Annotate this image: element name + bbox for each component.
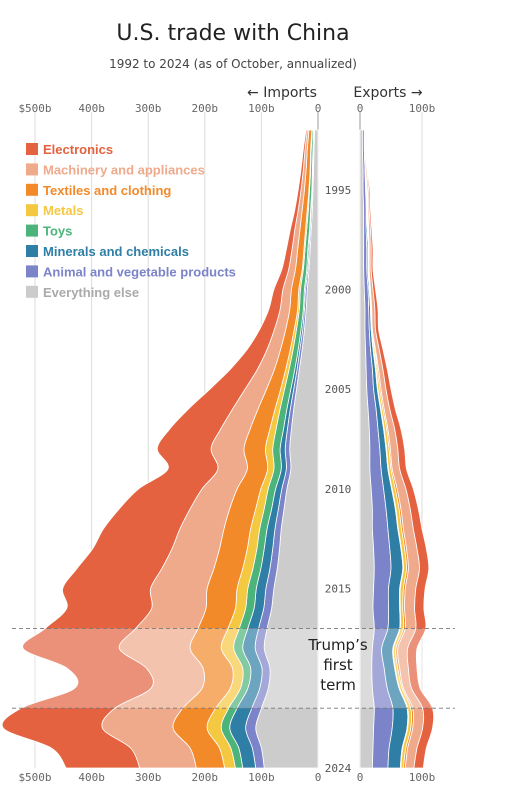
chart-subtitle: 1992 to 2024 (as of October, annualized) <box>109 57 357 71</box>
legend-label: Animal and vegetable products <box>43 264 236 279</box>
year-tick-label: 2000 <box>325 284 352 297</box>
legend-label: Everything else <box>43 285 139 300</box>
trump-term-annotation-line-1: Trump’s <box>307 636 368 654</box>
import-tick-label-bottom: $500b <box>18 771 51 784</box>
import-tick-label-top: 400b <box>78 102 105 115</box>
year-tick-label: 2010 <box>325 483 352 496</box>
import-tick-label-bottom: 0 <box>315 771 322 784</box>
imports-area-electronics <box>1 129 308 769</box>
export-tick-label-top: 100b <box>409 102 436 115</box>
legend-label: Electronics <box>43 142 113 157</box>
year-tick-label: 2005 <box>325 383 352 396</box>
year-label-bg <box>321 760 355 774</box>
legend-swatch <box>26 143 38 155</box>
import-tick-label-top: $500b <box>18 102 51 115</box>
import-tick-label-bottom: 400b <box>78 771 105 784</box>
legend-label: Machinery and appliances <box>43 162 205 177</box>
import-tick-label-bottom: 200b <box>192 771 219 784</box>
export-tick-label-bottom: 0 <box>357 771 364 784</box>
legend: Electronics Machinery and appliances Texti… <box>26 142 236 300</box>
year-tick-label: 2015 <box>325 583 352 596</box>
year-label-bg <box>321 580 355 595</box>
legend-label: Minerals and chemicals <box>43 244 189 259</box>
exports-direction-label: Exports → <box>353 85 423 101</box>
import-tick-label-top: 300b <box>135 102 162 115</box>
year-label-bg <box>321 281 355 296</box>
trump-term-annotation-line-2: first <box>323 656 352 674</box>
legend-label: Toys <box>43 224 72 239</box>
exports-area-electronics <box>365 129 435 769</box>
trump-term-band <box>0 628 455 709</box>
legend-swatch <box>26 265 38 278</box>
import-tick-label-bottom: 100b <box>248 771 275 784</box>
trump-term-annotation-line-3: term <box>320 676 356 694</box>
year-tick-label: 2024 <box>325 762 352 775</box>
year-label-bg <box>321 381 355 396</box>
export-tick-label-bottom: 100b <box>409 771 436 784</box>
legend-swatch <box>26 224 38 237</box>
year-label-bg <box>321 181 355 196</box>
import-tick-label-bottom: 300b <box>135 771 162 784</box>
imports-direction-label: ← Imports <box>247 85 317 101</box>
import-tick-label-top: 100b <box>248 102 275 115</box>
axes: $500b 400b 300b 200b 100b 0 0 100b $500b 400b 300b… <box>18 102 435 784</box>
export-tick-label-top: 0 <box>357 102 364 115</box>
legend-label: Textiles and clothing <box>43 183 171 198</box>
legend-swatch <box>26 245 38 257</box>
year-tick-label: 1995 <box>325 184 352 197</box>
legend-swatch <box>26 285 38 298</box>
year-label-bg <box>321 480 355 495</box>
legend-swatch <box>26 163 38 176</box>
legend-swatch <box>26 204 38 217</box>
legend-label: Metals <box>43 203 83 218</box>
stacked-areas <box>1 129 435 769</box>
legend-swatch <box>26 183 38 196</box>
import-tick-label-top: 200b <box>192 102 219 115</box>
annotation-layer: Trump’s first term <box>12 628 455 709</box>
chart-title: U.S. trade with China <box>116 21 349 46</box>
import-tick-label-top: 0 <box>315 102 322 115</box>
